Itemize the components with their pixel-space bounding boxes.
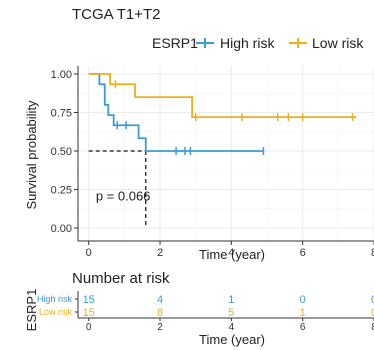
legend-label-high-risk: High risk	[220, 35, 275, 51]
risk-table: High risk154100Low risk15851002468	[37, 291, 374, 333]
risk-table-ylabel: ESRP1	[24, 289, 39, 332]
p-value-text: p = 0.066	[96, 188, 151, 203]
x-tick-label-1: 2	[157, 247, 163, 259]
y-tick-label-2: 0.50	[51, 146, 72, 158]
x-tick-label-4: 8	[371, 247, 374, 259]
survival-curve-low-risk	[88, 73, 357, 119]
risk-cell-low-risk-0: 15	[83, 307, 95, 319]
legend-item-high-risk: High risk	[196, 35, 275, 51]
y-tick-label-4: 1.00	[51, 69, 72, 81]
plot-panel	[78, 66, 374, 241]
legend-label-low-risk: Low risk	[312, 35, 364, 51]
risk-cell-high-risk-4: 0	[371, 294, 374, 306]
x-axis-label: Time (year)	[199, 247, 265, 262]
y-tick-label-3: 0.75	[51, 108, 72, 120]
risk-row-label-high-risk: High risk	[37, 294, 73, 304]
risk-x-tick-label-3: 6	[300, 322, 306, 333]
risk-x-tick-label-1: 2	[157, 322, 163, 333]
x-tick-label-2: 4	[228, 247, 234, 259]
risk-x-tick-label-4: 8	[371, 322, 374, 333]
risk-cell-low-risk-3: 1	[300, 307, 306, 319]
risk-row-label-low-risk: Low risk	[39, 307, 73, 317]
axes: 0.00 0.25 0.50 0.75 1.00 0 2 4 6 8	[51, 66, 374, 259]
risk-table-title: Number at risk	[72, 270, 170, 287]
legend-title: ESRP1	[152, 35, 198, 51]
risk-table-xlabel: Time (year)	[199, 332, 265, 347]
grid	[78, 66, 374, 241]
series-lines	[88, 73, 357, 155]
risk-cell-low-risk-1: 8	[157, 307, 163, 319]
y-tick-label-1: 0.25	[51, 185, 72, 197]
risk-cell-low-risk-4: 0	[371, 307, 374, 319]
x-tick-label-3: 6	[300, 247, 306, 259]
y-axis-label: Survival probability	[24, 100, 39, 210]
legend: ESRP1 High risk Low risk	[152, 35, 364, 51]
legend-item-low-risk: Low risk	[289, 35, 364, 51]
risk-cell-high-risk-0: 15	[83, 294, 95, 306]
risk-cell-high-risk-1: 4	[157, 294, 163, 306]
annotations: p = 0.066	[88, 150, 151, 228]
survival-curve-high-risk	[88, 73, 264, 152]
risk-x-tick-label-2: 4	[229, 322, 235, 333]
chart-title: TCGA T1+T2	[72, 6, 161, 23]
risk-cell-high-risk-2: 1	[228, 294, 234, 306]
x-tick-label-0: 0	[86, 247, 92, 259]
risk-cell-low-risk-2: 5	[228, 307, 234, 319]
y-tick-label-0: 0.00	[51, 223, 72, 235]
risk-x-tick-label-0: 0	[86, 322, 92, 333]
risk-cell-high-risk-3: 0	[300, 294, 306, 306]
